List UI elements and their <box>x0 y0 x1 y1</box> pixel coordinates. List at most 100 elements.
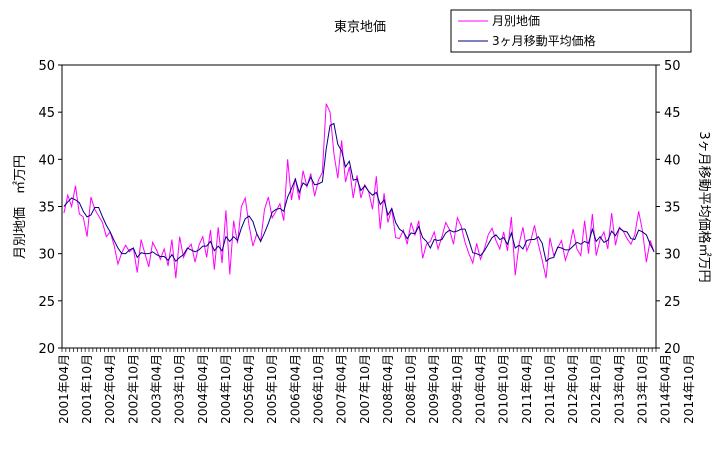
monthly-point <box>530 241 531 242</box>
monthly-point <box>302 170 303 171</box>
monthly-point <box>476 243 477 244</box>
monthly-point <box>499 248 500 249</box>
moving-average-point <box>179 257 180 258</box>
moving-average-point <box>194 251 195 252</box>
monthly-point <box>387 222 388 223</box>
moving-average-point <box>160 256 161 257</box>
monthly-point <box>318 179 319 180</box>
monthly-point <box>272 217 273 218</box>
moving-average-point <box>522 248 523 249</box>
moving-average-point <box>218 246 219 247</box>
moving-average-point <box>229 241 230 242</box>
monthly-point <box>171 239 172 240</box>
right-y-tick-label: 35 <box>664 201 681 216</box>
moving-average-point <box>626 231 627 232</box>
plot-area <box>61 64 657 349</box>
monthly-point <box>549 237 550 238</box>
monthly-point <box>233 220 234 221</box>
monthly-point <box>607 248 608 249</box>
moving-average-point <box>260 241 261 242</box>
x-tick-label: 2014年10月 <box>682 354 696 424</box>
moving-average-point <box>129 249 130 250</box>
monthly-point <box>356 175 357 176</box>
x-tick-label: 2002年04月 <box>103 354 117 424</box>
moving-average-point <box>198 249 199 250</box>
monthly-point <box>102 222 103 223</box>
moving-average-point <box>488 244 489 245</box>
monthly-point <box>515 275 516 276</box>
moving-average-point <box>395 222 396 223</box>
monthly-point <box>83 216 84 217</box>
monthly-point <box>534 225 535 226</box>
moving-average-point <box>399 229 400 230</box>
monthly-point <box>418 220 419 221</box>
monthly-point <box>268 196 269 197</box>
right-y-tick-label: 45 <box>664 106 681 121</box>
x-tick-label: 2005年04月 <box>242 354 256 424</box>
monthly-point <box>349 166 350 167</box>
monthly-point <box>245 197 246 198</box>
monthly-point <box>79 213 80 214</box>
monthly-point <box>480 259 481 260</box>
moving-average-point <box>86 216 87 217</box>
monthly-point <box>488 234 489 235</box>
moving-average-point <box>314 184 315 185</box>
x-tick-label: 2010年10月 <box>497 354 511 424</box>
monthly-point <box>615 245 616 246</box>
moving-average-point <box>376 192 377 193</box>
moving-average-point <box>553 257 554 258</box>
moving-average-point <box>287 196 288 197</box>
moving-average-point <box>341 150 342 151</box>
moving-average-point <box>83 211 84 212</box>
x-tick-label: 2007年10月 <box>358 354 372 424</box>
moving-average-point <box>113 240 114 241</box>
monthly-point <box>329 112 330 113</box>
moving-average-point <box>599 236 600 237</box>
monthly-point <box>287 159 288 160</box>
monthly-point <box>90 196 91 197</box>
monthly-point <box>117 263 118 264</box>
moving-average-point <box>484 250 485 251</box>
moving-average-point <box>125 253 126 254</box>
monthly-point <box>341 140 342 141</box>
legend-label-moving-average: 3ヶ月移動平均価格 <box>492 33 596 48</box>
moving-average-point <box>291 188 292 189</box>
moving-average-point <box>468 240 469 241</box>
moving-average-point <box>580 244 581 245</box>
moving-average-point <box>596 241 597 242</box>
monthly-point <box>129 251 130 252</box>
monthly-point <box>252 246 253 247</box>
moving-average-point <box>210 241 211 242</box>
moving-average-point <box>530 239 531 240</box>
moving-average-point <box>306 185 307 186</box>
monthly-point <box>372 209 373 210</box>
monthly-point <box>137 272 138 273</box>
monthly-point <box>279 203 280 204</box>
monthly-point <box>106 236 107 237</box>
moving-average-point <box>349 161 350 162</box>
monthly-point <box>214 269 215 270</box>
monthly-point <box>468 253 469 254</box>
monthly-point <box>191 244 192 245</box>
moving-average-point <box>491 237 492 238</box>
moving-average-point <box>476 253 477 254</box>
moving-average-point <box>538 236 539 237</box>
monthly-point <box>248 225 249 226</box>
moving-average-point <box>283 211 284 212</box>
monthly-point <box>461 226 462 227</box>
monthly-point <box>596 255 597 256</box>
monthly-point <box>229 274 230 275</box>
moving-average-point <box>434 239 435 240</box>
monthly-point <box>202 236 203 237</box>
monthly-point <box>603 231 604 232</box>
monthly-point <box>326 103 327 104</box>
monthly-point <box>160 259 161 260</box>
series-layer <box>63 103 655 279</box>
x-tick-label: 2009年10月 <box>450 354 464 424</box>
moving-average-point <box>634 239 635 240</box>
moving-average-point <box>237 240 238 241</box>
moving-average-point <box>565 249 566 250</box>
moving-average-point <box>526 240 527 241</box>
monthly-point <box>561 240 562 241</box>
x-tick-label: 2003年10月 <box>173 354 187 424</box>
